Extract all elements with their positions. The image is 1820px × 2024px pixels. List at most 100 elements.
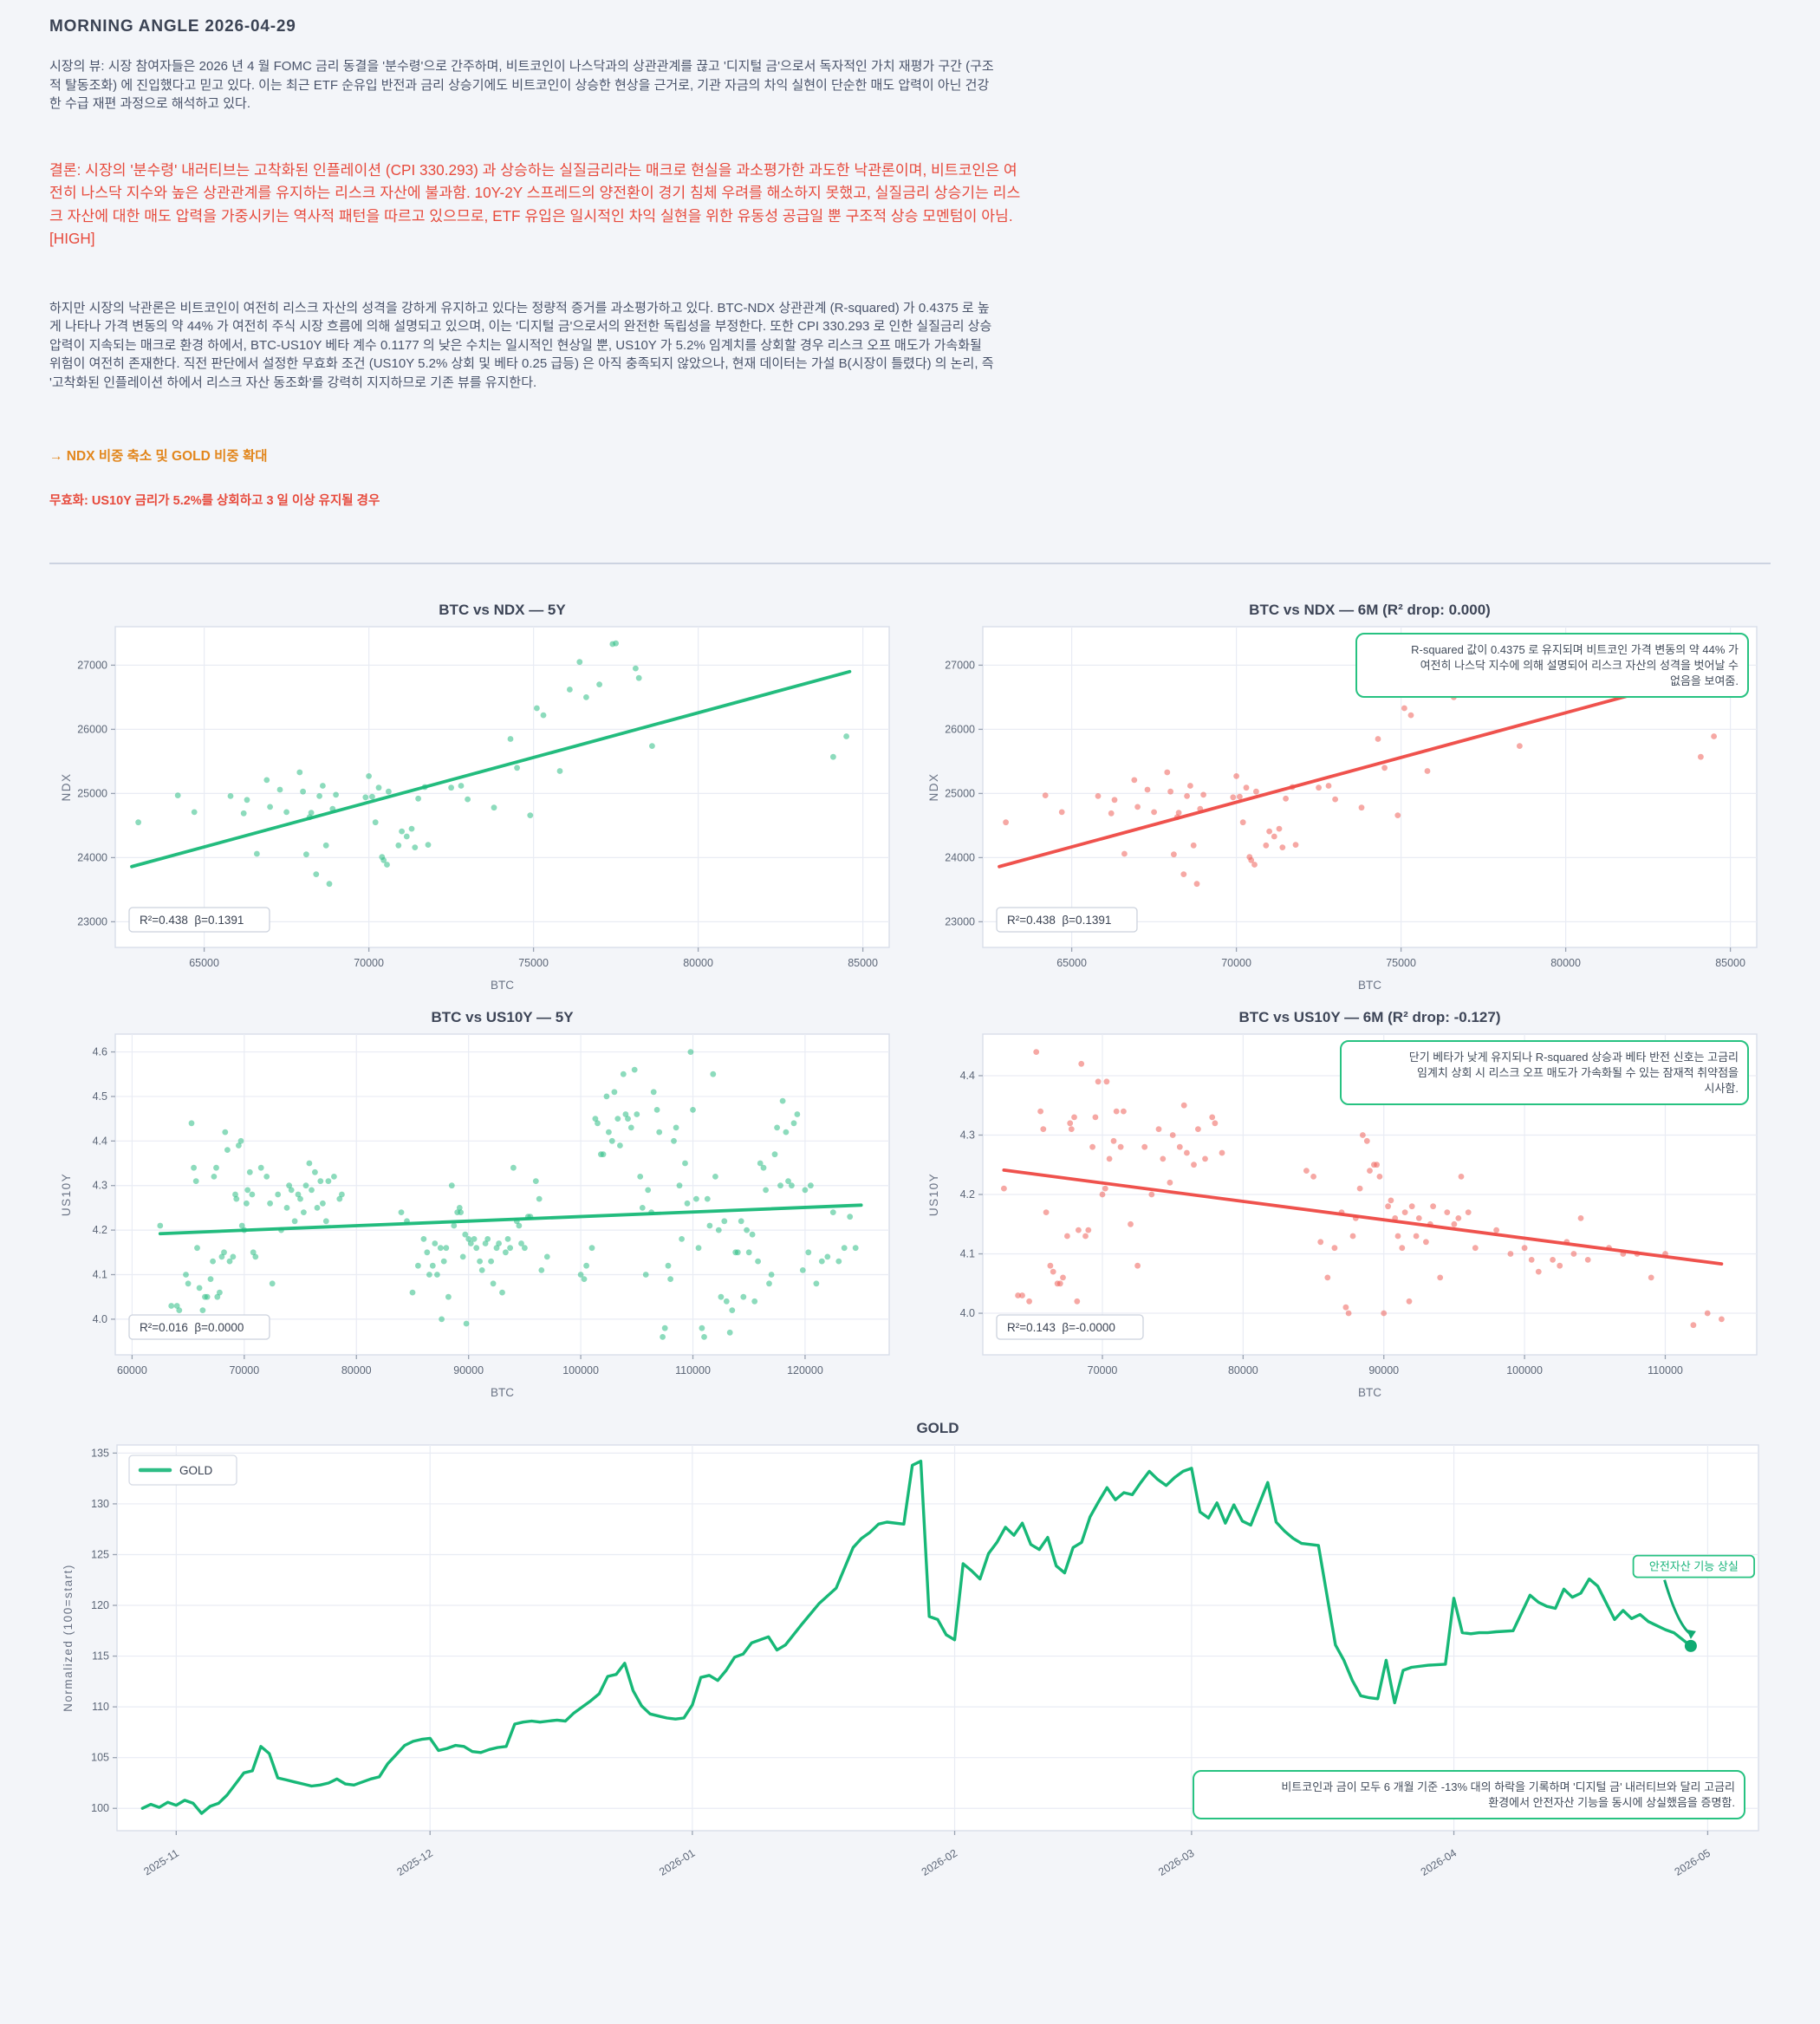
x-axis-label: BTC — [491, 1386, 514, 1399]
svg-text:80000: 80000 — [1228, 1364, 1258, 1376]
svg-text:없음을 보여줌.: 없음을 보여줌. — [1670, 674, 1739, 687]
svg-text:100000: 100000 — [1506, 1364, 1543, 1376]
svg-text:2026-05: 2026-05 — [1673, 1847, 1713, 1878]
svg-text:27000: 27000 — [77, 659, 107, 671]
plot-area — [116, 1444, 1759, 1832]
trend-line — [130, 669, 852, 869]
section-divider — [49, 563, 1771, 564]
svg-text:23000: 23000 — [945, 915, 975, 927]
svg-text:90000: 90000 — [1368, 1364, 1399, 1376]
x-axis: 70000 80000 90000 100000 110000 — [1088, 1355, 1683, 1376]
svg-text:R²=0.143 β=-0.0000: R²=0.143 β=-0.0000 — [1007, 1321, 1115, 1334]
analysis-paragraph: 하지만 시장의 낙관론은 비트코인이 여전히 리스크 자산의 성격을 강하게 유… — [49, 300, 994, 390]
svg-text:85000: 85000 — [1715, 957, 1745, 969]
svg-text:4.3: 4.3 — [960, 1129, 975, 1141]
svg-text:R²=0.438 β=0.1391: R²=0.438 β=0.1391 — [1007, 914, 1111, 927]
plot-area — [114, 626, 890, 948]
svg-text:27000: 27000 — [945, 659, 975, 671]
svg-text:25000: 25000 — [77, 787, 107, 799]
svg-text:120: 120 — [91, 1599, 109, 1611]
invalidation-line: 무효화: US10Y 금리가 5.2%를 상회하고 3 일 이상 유지될 경우 — [49, 494, 380, 508]
svg-text:4.4: 4.4 — [93, 1135, 107, 1147]
stats-badge: R²=0.016 β=0.0000 — [128, 1314, 270, 1340]
y-axis: 4.0 4.1 4.2 4.3 4.4 — [960, 1070, 983, 1319]
svg-text:80000: 80000 — [341, 1364, 372, 1376]
y-axis-label: US10Y — [60, 1173, 73, 1216]
svg-text:125: 125 — [91, 1548, 109, 1560]
x-axis-label: BTC — [1358, 1386, 1381, 1399]
trend-line — [1002, 1168, 1724, 1266]
scatter-svg: 65000 70000 75000 80000 85000 23000 24000 25000… — [60, 602, 890, 992]
gridlines — [117, 1445, 1758, 1831]
y-axis-label: NDX — [60, 772, 73, 801]
svg-text:R-squared 값이 0.4375 로 유지되며 비트코: R-squared 값이 0.4375 로 유지되며 비트코인 가격 변동의 약… — [1411, 643, 1739, 656]
svg-text:110000: 110000 — [1648, 1364, 1683, 1376]
svg-text:25000: 25000 — [945, 787, 975, 799]
svg-text:4.3: 4.3 — [93, 1180, 107, 1192]
svg-text:4.1: 4.1 — [960, 1248, 975, 1260]
stats-badge: R²=0.143 β=-0.0000 — [996, 1314, 1144, 1340]
svg-text:110: 110 — [92, 1701, 109, 1713]
chart-title: BTC vs US10Y — 6M (R² drop: -0.127) — [1239, 1009, 1501, 1025]
svg-text:2025-11: 2025-11 — [141, 1847, 181, 1878]
legend: GOLD — [128, 1455, 237, 1486]
svg-text:환경에서 안전자산 기능을 동시에 상실했음을 증명함.: 환경에서 안전자산 기능을 동시에 상실했음을 증명함. — [1488, 1796, 1735, 1809]
charts-section: 65000 70000 75000 80000 85000 23000 24000 25000… — [49, 595, 1771, 1917]
svg-text:R²=0.016 β=0.0000: R²=0.016 β=0.0000 — [140, 1321, 244, 1334]
svg-text:안전자산 기능 상실: 안전자산 기능 상실 — [1649, 1560, 1739, 1573]
svg-text:2026-04: 2026-04 — [1419, 1847, 1459, 1878]
chart-btc-ndx-6m: 65000 70000 75000 80000 85000 23000 24000 25000… — [917, 595, 1771, 1003]
gold-line — [140, 1460, 1693, 1815]
trend-line — [998, 669, 1719, 869]
scatter-grid: 65000 70000 75000 80000 85000 23000 24000 25000… — [49, 595, 1771, 1410]
chart-btc-us10y-5y: 60000 70000 80000 90000 100000 110000 120000 4.… — [49, 1003, 903, 1410]
y-axis: 23000 24000 25000 26000 27000 — [945, 659, 983, 927]
chart-title: BTC vs NDX — 5Y — [439, 602, 566, 618]
svg-text:4.0: 4.0 — [960, 1307, 975, 1319]
svg-text:70000: 70000 — [1221, 957, 1251, 969]
conclusion-paragraph: 결론: 시장의 '분수령' 내러티브는 고착화된 인플레이션 (CPI 330.… — [49, 160, 1022, 248]
svg-text:4.4: 4.4 — [960, 1070, 975, 1082]
svg-text:26000: 26000 — [945, 723, 975, 735]
svg-text:2026-03: 2026-03 — [1156, 1847, 1196, 1878]
chart-gold: 2025-11 2025-12 2026-01 2026-02 2026-03 2026-… — [49, 1410, 1771, 1917]
x-axis: 65000 70000 75000 80000 85000 — [189, 947, 878, 969]
chart-title: BTC vs US10Y — 5Y — [431, 1009, 574, 1025]
svg-text:2025-12: 2025-12 — [394, 1847, 434, 1878]
scatter-points — [135, 640, 849, 927]
x-axis: 2025-11 2025-12 2026-01 2026-02 2026-03 2026-… — [141, 1831, 1713, 1878]
svg-text:65000: 65000 — [189, 957, 219, 969]
svg-text:4.6: 4.6 — [93, 1046, 107, 1058]
stats-badge: R²=0.438 β=0.1391 — [996, 907, 1138, 933]
x-axis-label: BTC — [491, 979, 514, 992]
y-axis-label: NDX — [927, 772, 940, 801]
svg-text:4.5: 4.5 — [93, 1090, 107, 1103]
svg-text:75000: 75000 — [1386, 957, 1416, 969]
svg-text:80000: 80000 — [1550, 957, 1581, 969]
svg-text:단기 베타가 낮게 유지되나 R-squared 상승과 베: 단기 베타가 낮게 유지되나 R-squared 상승과 베타 반전 신호는 고… — [1409, 1051, 1739, 1064]
arrowhead-icon — [1686, 1629, 1696, 1639]
svg-text:4.0: 4.0 — [93, 1313, 107, 1325]
svg-text:비트코인과 금이 모두 6 개월 기준 -13% 대의 하락: 비트코인과 금이 모두 6 개월 기준 -13% 대의 하락을 기록하며 '디지… — [1281, 1780, 1735, 1793]
svg-text:임계치 상회 시 리스크 오프 매도가 가속화될 수 있는: 임계치 상회 시 리스크 오프 매도가 가속화될 수 있는 잠재적 취약점을 — [1417, 1066, 1739, 1079]
market-view-paragraph: 시장의 뷰: 시장 참여자들은 2026 년 4 월 FOMC 금리 동결을 '… — [49, 59, 994, 111]
legend-label: GOLD — [179, 1464, 213, 1477]
plot-area — [114, 1033, 890, 1356]
svg-text:26000: 26000 — [77, 723, 107, 735]
svg-text:80000: 80000 — [683, 957, 713, 969]
svg-text:24000: 24000 — [77, 851, 107, 863]
svg-text:60000: 60000 — [117, 1364, 147, 1376]
line-svg: 2025-11 2025-12 2026-01 2026-02 2026-03 2026-… — [62, 1420, 1759, 1878]
end-label-badge: 안전자산 기능 상실 — [1632, 1554, 1756, 1578]
stats-badge: R²=0.438 β=0.1391 — [128, 907, 270, 933]
y-axis-label: US10Y — [927, 1173, 940, 1216]
svg-text:100000: 100000 — [562, 1364, 599, 1376]
gold-note-box: 비트코인과 금이 모두 6 개월 기준 -13% 대의 하락을 기록하며 '디지… — [1193, 1770, 1745, 1819]
y-axis-label: Normalized (100=start) — [62, 1564, 75, 1712]
y-axis: 100 105 110 115 120 125 130 135 — [91, 1447, 117, 1814]
scatter-svg: 60000 70000 80000 90000 100000 110000 120000 4.… — [60, 1009, 890, 1399]
chart-btc-us10y-6m: 70000 80000 90000 100000 110000 4.0 4.1 4.2 4.3 4… — [917, 1003, 1771, 1410]
chart-title: BTC vs NDX — 6M (R² drop: 0.000) — [1249, 602, 1491, 618]
page-title: MORNING ANGLE 2026-04-29 — [49, 17, 296, 36]
svg-text:90000: 90000 — [453, 1364, 484, 1376]
